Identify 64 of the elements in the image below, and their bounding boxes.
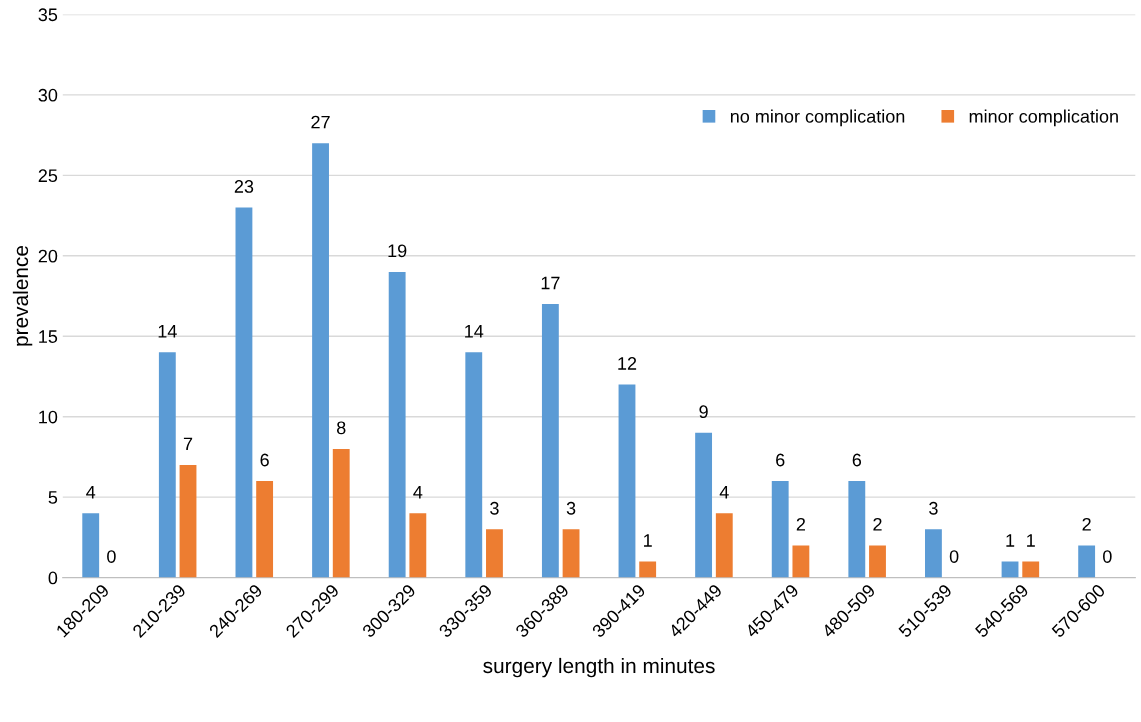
data-label: 6	[260, 453, 269, 467]
bar	[541, 304, 559, 578]
legend-label: no minor complication	[730, 109, 905, 127]
y-axis-title: prevalence	[12, 245, 33, 346]
bar	[792, 545, 810, 578]
bar	[158, 352, 176, 578]
data-label: 0	[1103, 550, 1112, 563]
x-axis-title: surgery length in minutes	[483, 657, 715, 678]
data-label: 4	[86, 485, 96, 499]
data-label: 12	[618, 357, 637, 370]
bar	[1078, 545, 1096, 578]
y-tick-label: 15	[39, 330, 58, 343]
bar	[695, 432, 713, 578]
data-label: 23	[234, 180, 254, 193]
bar	[332, 448, 350, 578]
y-tick-label: 30	[38, 88, 58, 102]
data-label: 2	[873, 517, 882, 531]
y-tick-label: 5	[48, 491, 58, 504]
y-tick-label: 0	[48, 571, 58, 585]
bar	[715, 513, 733, 578]
y-tick-label: 25	[38, 169, 58, 183]
bar	[639, 561, 657, 578]
bar	[179, 464, 197, 578]
bar	[562, 529, 580, 578]
data-label: 3	[490, 501, 499, 515]
data-label: 2	[796, 517, 806, 531]
bar	[486, 529, 503, 578]
bar	[235, 207, 253, 578]
data-label: 1	[1006, 534, 1015, 547]
data-label: 27	[311, 115, 330, 129]
data-label: 4	[413, 485, 423, 499]
bar	[388, 271, 406, 578]
bar	[409, 513, 427, 578]
bar	[82, 513, 100, 578]
bar	[1022, 561, 1040, 578]
bar	[618, 384, 636, 578]
bar	[848, 481, 866, 578]
bar	[925, 529, 942, 578]
data-label: 0	[107, 550, 116, 563]
data-label: 6	[852, 453, 862, 467]
data-label: 3	[929, 501, 938, 515]
data-label: 9	[699, 405, 708, 419]
bar	[465, 352, 483, 578]
data-label: 3	[566, 501, 576, 515]
data-label: 14	[465, 325, 484, 338]
data-label: 0	[949, 550, 959, 563]
y-tick-label: 35	[38, 8, 58, 22]
bar	[771, 481, 789, 578]
legend-label: minor complication	[969, 109, 1118, 127]
y-tick-label: 10	[39, 410, 58, 424]
data-label: 6	[776, 453, 785, 467]
bar	[869, 545, 886, 578]
data-label: 7	[183, 437, 193, 451]
data-label: 19	[388, 244, 407, 258]
bar	[256, 481, 274, 578]
data-label: 8	[337, 421, 346, 435]
y-tick-label: 20	[38, 249, 58, 263]
data-label: 14	[158, 325, 177, 338]
data-label: 1	[1027, 534, 1035, 547]
data-label: 17	[541, 276, 560, 290]
data-label: 2	[1082, 517, 1091, 531]
data-label: 1	[644, 534, 652, 547]
data-label: 4	[719, 485, 729, 499]
bar	[312, 143, 329, 578]
